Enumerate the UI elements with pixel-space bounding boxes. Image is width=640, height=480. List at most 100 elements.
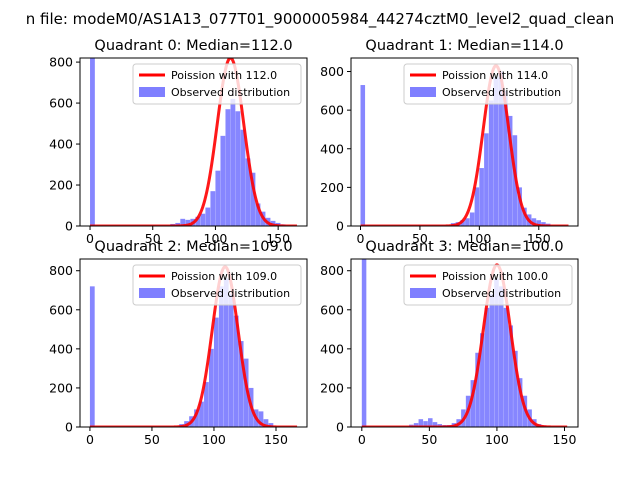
histogram-bar: [194, 409, 199, 427]
subplot-title-2: Quadrant 2: Median=109.0: [94, 239, 292, 255]
legend-entry-poisson: Poission with 100.0: [442, 270, 548, 283]
axes-frame: [79, 57, 308, 227]
y-tick-label: 600: [49, 96, 73, 111]
histogram-bar: [465, 218, 470, 226]
y-tick-label: 0: [65, 420, 73, 435]
histogram-bar: [220, 135, 226, 226]
subplot-quadrant-1: Quadrant 1: Median=114.0 0 50 100 150 0 200 400…: [320, 38, 579, 246]
x-tick-label: 0: [357, 231, 365, 246]
histogram-bar: [90, 58, 95, 226]
axes-frame: [79, 258, 308, 428]
y-tick-label: 0: [336, 219, 344, 234]
histogram-bar: [215, 170, 221, 226]
histogram-bar: [268, 423, 274, 427]
histogram-bar: [228, 294, 234, 427]
axes-frame: [350, 258, 579, 428]
plot-area-3: [361, 259, 568, 427]
histogram-bar: [531, 218, 537, 226]
histogram-bar: [418, 419, 424, 427]
histogram-bar: [541, 222, 546, 226]
y-tick-label: 0: [65, 219, 73, 234]
legend-entry-observed: Observed distribution: [442, 86, 561, 99]
histogram-bar: [210, 191, 216, 226]
histogram-bar: [230, 98, 236, 226]
x-tick-label: 100: [204, 231, 228, 246]
legend-entry-poisson: Poission with 109.0: [171, 270, 277, 283]
x-tick-label: 0: [86, 231, 94, 246]
y-tick-label: 800: [320, 263, 344, 278]
histogram-bar: [218, 286, 224, 427]
histogram-bar: [89, 286, 95, 427]
figure-suptitle: n file: modeM0/AS1A13_077T01_9000005984_…: [26, 10, 615, 29]
y-tick-label: 400: [320, 141, 344, 156]
histogram-bar: [488, 100, 494, 226]
histogram-bar: [255, 203, 261, 226]
legend-entry-observed: Observed distribution: [442, 287, 561, 300]
legend-entry-poisson: Poission with 112.0: [171, 69, 277, 82]
histogram-bar: [469, 212, 475, 226]
histogram-bar: [498, 286, 504, 427]
histogram-bar: [238, 341, 244, 427]
histogram-bar: [474, 187, 480, 226]
histogram-bar: [480, 333, 485, 427]
plot-area-1: [360, 64, 569, 226]
x-tick-label: 100: [485, 432, 509, 447]
histogram-bar: [428, 418, 433, 427]
histogram-bar: [484, 133, 489, 226]
y-tick-label: 800: [49, 55, 73, 70]
histogram-bar: [498, 71, 503, 226]
histogram-bar: [503, 307, 509, 427]
subplot-quadrant-0: Quadrant 0: Median=112.0 0 50 100 150 0 200 400…: [49, 38, 308, 246]
histogram-bar: [199, 401, 204, 427]
histogram-bar: [494, 278, 499, 427]
histogram-bar: [245, 158, 251, 226]
histogram-bar: [413, 423, 419, 427]
legend-box: [132, 63, 302, 105]
histogram-bar: [235, 111, 241, 226]
legend-entry-observed: Observed distribution: [171, 287, 290, 300]
histogram-bar: [493, 77, 499, 226]
y-tick-label: 600: [49, 302, 73, 317]
histogram-bar: [484, 307, 490, 427]
histogram-bar: [263, 419, 269, 427]
histogram-bar: [258, 411, 264, 427]
legend-patch-swatch: [410, 87, 436, 97]
histogram-bar: [423, 421, 428, 427]
histogram-bar: [250, 172, 256, 226]
legend-entry-poisson: Poission with 114.0: [442, 69, 548, 82]
subplot-grid: Quadrant 0: Median=112.0 0 50 100 150 0 200 400…: [49, 38, 579, 447]
legend-patch-swatch: [139, 288, 165, 298]
poisson-curve: [89, 265, 298, 427]
y-tick-label: 600: [320, 302, 344, 317]
histogram-bar: [432, 422, 438, 427]
histogram-bar: [200, 213, 206, 226]
poisson-curve: [361, 263, 568, 427]
histogram-bar: [522, 207, 527, 226]
subplot-title-0: Quadrant 0: Median=112.0: [94, 38, 292, 54]
legend-box: [132, 264, 302, 306]
x-tick-label: 150: [266, 231, 290, 246]
x-tick-label: 0: [358, 432, 366, 447]
histogram-bar: [507, 115, 513, 226]
histogram-bar: [517, 378, 523, 427]
legend-patch-swatch: [410, 288, 436, 298]
histogram-bar: [204, 382, 209, 427]
x-tick-label: 100: [202, 432, 226, 447]
x-tick-label: 0: [86, 432, 94, 447]
histogram-bar: [536, 220, 541, 226]
y-tick-label: 200: [49, 380, 73, 395]
y-tick-label: 200: [320, 380, 344, 395]
y-tick-label: 400: [320, 341, 344, 356]
x-tick-label: 100: [467, 231, 491, 246]
histogram-bar: [240, 129, 246, 226]
x-tick-label: 50: [145, 231, 161, 246]
poisson-curve: [360, 64, 569, 226]
legend-box: [403, 264, 573, 306]
histogram-bar: [360, 85, 366, 226]
histogram-bar: [475, 352, 480, 427]
histogram-bar: [479, 168, 484, 226]
histogram-bar: [470, 380, 476, 427]
y-tick-label: 600: [320, 103, 344, 118]
subplot-title-3: Quadrant 3: Median=100.0: [365, 239, 563, 255]
